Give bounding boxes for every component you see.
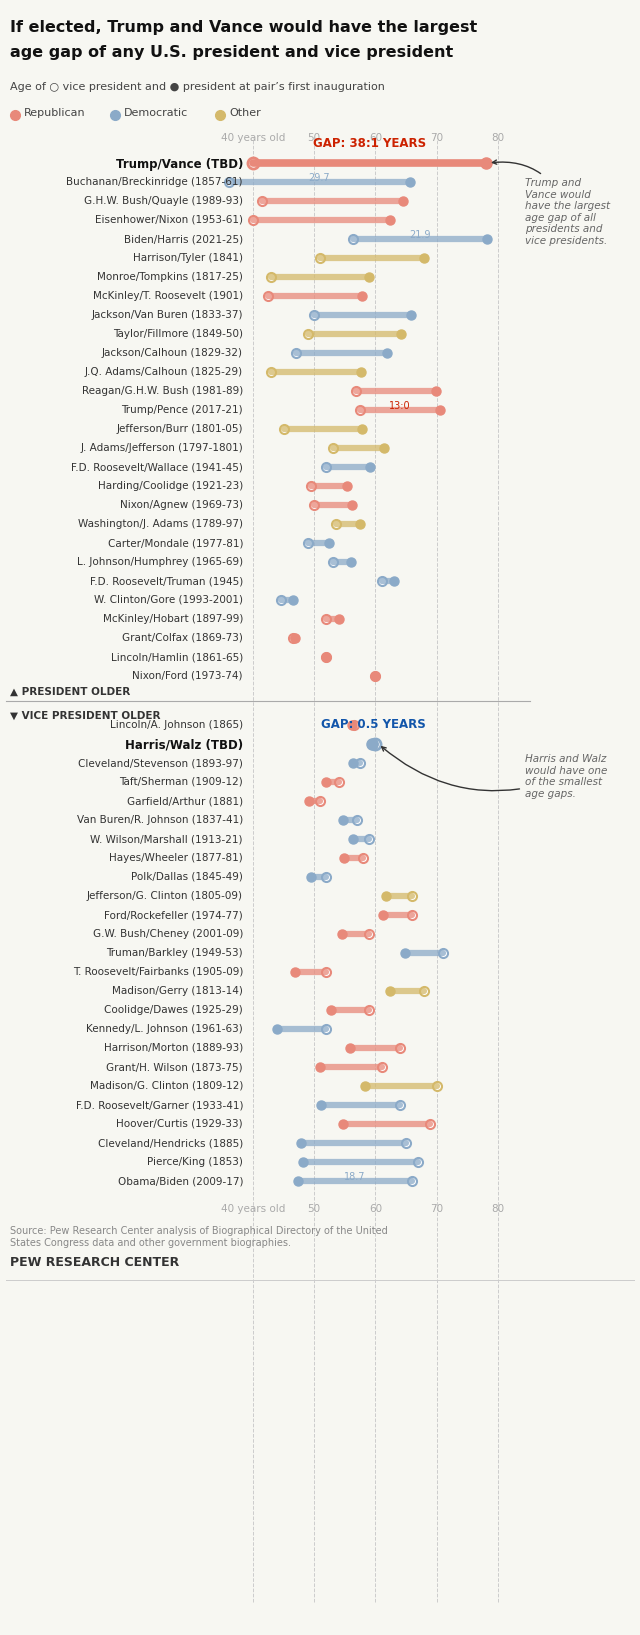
Text: Trump/Vance (TBD): Trump/Vance (TBD)	[116, 159, 243, 172]
Text: Cleveland/Stevenson (1893-97): Cleveland/Stevenson (1893-97)	[78, 759, 243, 768]
Text: Garfield/Arthur (1881): Garfield/Arthur (1881)	[127, 796, 243, 806]
Text: 21.9: 21.9	[409, 231, 431, 240]
Text: Taft/Sherman (1909-12): Taft/Sherman (1909-12)	[119, 777, 243, 786]
Text: 40 years old: 40 years old	[221, 1203, 285, 1215]
Text: Lincoln/A. Johnson (1865): Lincoln/A. Johnson (1865)	[110, 719, 243, 729]
Text: Hayes/Wheeler (1877-81): Hayes/Wheeler (1877-81)	[109, 853, 243, 863]
Text: GAP: 38:1 YEARS: GAP: 38:1 YEARS	[313, 137, 426, 150]
Text: McKinley/T. Roosevelt (1901): McKinley/T. Roosevelt (1901)	[93, 291, 243, 301]
Text: Republican: Republican	[24, 108, 86, 118]
Text: Jefferson/G. Clinton (1805-09): Jefferson/G. Clinton (1805-09)	[87, 891, 243, 901]
Text: Harris and Walz
would have one
of the smallest
age gaps.: Harris and Walz would have one of the sm…	[381, 747, 607, 800]
Text: Obama/Biden (2009-17): Obama/Biden (2009-17)	[118, 1176, 243, 1185]
Text: T. Roosevelt/Fairbanks (1905-09): T. Roosevelt/Fairbanks (1905-09)	[72, 966, 243, 978]
Text: Jackson/Van Buren (1833-37): Jackson/Van Buren (1833-37)	[92, 311, 243, 320]
Text: Monroe/Tompkins (1817-25): Monroe/Tompkins (1817-25)	[97, 271, 243, 281]
Text: Cleveland/Hendricks (1885): Cleveland/Hendricks (1885)	[98, 1138, 243, 1148]
Text: W. Wilson/Marshall (1913-21): W. Wilson/Marshall (1913-21)	[90, 834, 243, 844]
Text: Trump/Pence (2017-21): Trump/Pence (2017-21)	[122, 405, 243, 415]
Text: 60: 60	[369, 1203, 382, 1215]
Text: F.D. Roosevelt/Wallace (1941-45): F.D. Roosevelt/Wallace (1941-45)	[71, 463, 243, 473]
Text: F.D. Roosevelt/Truman (1945): F.D. Roosevelt/Truman (1945)	[90, 576, 243, 585]
Text: G.W. Bush/Cheney (2001-09): G.W. Bush/Cheney (2001-09)	[93, 929, 243, 938]
Text: Age of ○ vice president and ● president at pair’s first inauguration: Age of ○ vice president and ● president …	[10, 82, 385, 92]
Text: McKinley/Hobart (1897-99): McKinley/Hobart (1897-99)	[102, 615, 243, 625]
Text: Jefferson/Burr (1801-05): Jefferson/Burr (1801-05)	[116, 423, 243, 433]
Text: Harrison/Tyler (1841): Harrison/Tyler (1841)	[133, 253, 243, 263]
Text: Harris/Walz (TBD): Harris/Walz (TBD)	[125, 739, 243, 752]
Text: Grant/H. Wilson (1873-75): Grant/H. Wilson (1873-75)	[106, 1063, 243, 1073]
Text: Other: Other	[229, 108, 260, 118]
Text: Trump and
Vance would
have the largest
age gap of all
presidents and
vice presid: Trump and Vance would have the largest a…	[492, 160, 610, 245]
Text: ▲ PRESIDENT OLDER: ▲ PRESIDENT OLDER	[10, 687, 131, 697]
Text: W. Clinton/Gore (1993-2001): W. Clinton/Gore (1993-2001)	[94, 595, 243, 605]
Text: Coolidge/Dawes (1925-29): Coolidge/Dawes (1925-29)	[104, 1006, 243, 1015]
Text: 70: 70	[430, 1203, 443, 1215]
Text: Kennedy/L. Johnson (1961-63): Kennedy/L. Johnson (1961-63)	[86, 1024, 243, 1033]
Text: Polk/Dallas (1845-49): Polk/Dallas (1845-49)	[131, 871, 243, 881]
Text: Washington/J. Adams (1789-97): Washington/J. Adams (1789-97)	[78, 518, 243, 530]
Text: 50: 50	[308, 132, 321, 142]
Text: Democratic: Democratic	[124, 108, 188, 118]
Text: Taylor/Fillmore (1849-50): Taylor/Fillmore (1849-50)	[113, 329, 243, 338]
Text: age gap of any U.S. president and vice president: age gap of any U.S. president and vice p…	[10, 46, 453, 60]
Text: Hoover/Curtis (1929-33): Hoover/Curtis (1929-33)	[116, 1118, 243, 1130]
Text: Truman/Barkley (1949-53): Truman/Barkley (1949-53)	[106, 948, 243, 958]
Text: Reagan/G.H.W. Bush (1981-89): Reagan/G.H.W. Bush (1981-89)	[82, 386, 243, 396]
Text: 60: 60	[369, 132, 382, 142]
Text: 80: 80	[491, 132, 504, 142]
Text: Harding/Coolidge (1921-23): Harding/Coolidge (1921-23)	[98, 481, 243, 490]
Text: Harrison/Morton (1889-93): Harrison/Morton (1889-93)	[104, 1043, 243, 1053]
Text: Nixon/Ford (1973-74): Nixon/Ford (1973-74)	[132, 670, 243, 682]
Text: 70: 70	[430, 132, 443, 142]
Text: Nixon/Agnew (1969-73): Nixon/Agnew (1969-73)	[120, 500, 243, 510]
Text: J. Adams/Jefferson (1797-1801): J. Adams/Jefferson (1797-1801)	[80, 443, 243, 453]
Text: Lincoln/Hamlin (1861-65): Lincoln/Hamlin (1861-65)	[111, 652, 243, 662]
Text: Van Buren/R. Johnson (1837-41): Van Buren/R. Johnson (1837-41)	[77, 814, 243, 826]
Text: L. Johnson/Humphrey (1965-69): L. Johnson/Humphrey (1965-69)	[77, 558, 243, 567]
Text: Eisenhower/Nixon (1953-61): Eisenhower/Nixon (1953-61)	[95, 214, 243, 226]
Text: GAP: 0.5 YEARS: GAP: 0.5 YEARS	[321, 718, 426, 731]
Text: 13:0: 13:0	[389, 401, 411, 410]
Text: G.H.W. Bush/Quayle (1989-93): G.H.W. Bush/Quayle (1989-93)	[84, 196, 243, 206]
Text: Grant/Colfax (1869-73): Grant/Colfax (1869-73)	[122, 633, 243, 643]
Text: 29.7: 29.7	[308, 173, 330, 183]
Text: Buchanan/Breckinridge (1857-61): Buchanan/Breckinridge (1857-61)	[67, 177, 243, 186]
Text: Biden/Harris (2021-25): Biden/Harris (2021-25)	[124, 234, 243, 244]
Text: If elected, Trump and Vance would have the largest: If elected, Trump and Vance would have t…	[10, 20, 477, 34]
Text: 40 years old: 40 years old	[221, 132, 285, 142]
Text: Source: Pew Research Center analysis of Biographical Directory of the United
Sta: Source: Pew Research Center analysis of …	[10, 1226, 388, 1248]
Text: F.D. Roosevelt/Garner (1933-41): F.D. Roosevelt/Garner (1933-41)	[76, 1100, 243, 1110]
Text: Jackson/Calhoun (1829-32): Jackson/Calhoun (1829-32)	[102, 348, 243, 358]
Text: Carter/Mondale (1977-81): Carter/Mondale (1977-81)	[108, 538, 243, 548]
Text: 80: 80	[491, 1203, 504, 1215]
Text: Madison/Gerry (1813-14): Madison/Gerry (1813-14)	[112, 986, 243, 996]
Text: ▼ VICE PRESIDENT OLDER: ▼ VICE PRESIDENT OLDER	[10, 711, 161, 721]
Text: J.Q. Adams/Calhoun (1825-29): J.Q. Adams/Calhoun (1825-29)	[85, 366, 243, 378]
Text: PEW RESEARCH CENTER: PEW RESEARCH CENTER	[10, 1256, 179, 1269]
Text: Pierce/King (1853): Pierce/King (1853)	[147, 1158, 243, 1167]
Text: Madison/G. Clinton (1809-12): Madison/G. Clinton (1809-12)	[90, 1081, 243, 1091]
Text: Ford/Rockefeller (1974-77): Ford/Rockefeller (1974-77)	[104, 911, 243, 921]
Text: 18.7: 18.7	[344, 1172, 366, 1182]
Text: 50: 50	[308, 1203, 321, 1215]
